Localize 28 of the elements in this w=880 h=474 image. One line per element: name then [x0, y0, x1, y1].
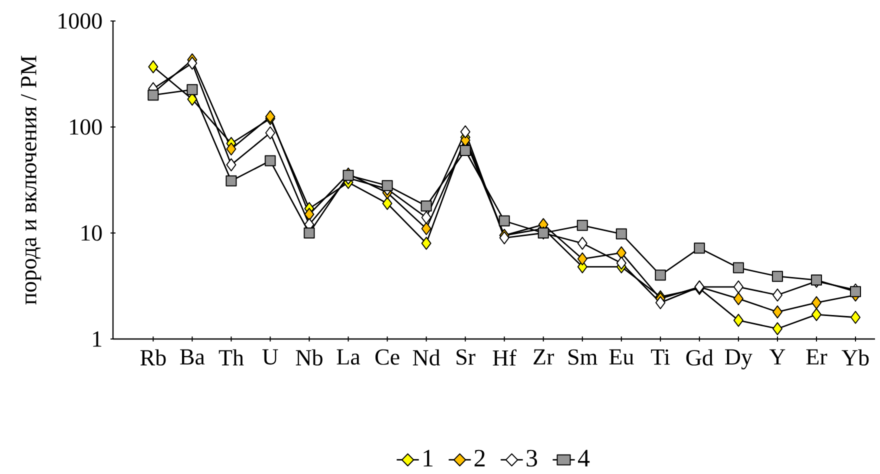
y-tick-label: 1	[93, 331, 102, 347]
legend-label: 2	[474, 450, 485, 466]
y-tick-label: 10	[82, 225, 102, 241]
x-tick-label: Th	[218, 349, 244, 366]
x-tick-label: Rb	[140, 349, 166, 366]
x-tick-label: Hf	[492, 349, 516, 366]
x-tick-label: Gd	[686, 349, 714, 366]
x-tick-label: Sr	[456, 349, 476, 365]
x-tick-label: Y	[769, 349, 786, 364]
x-tick-label: Ba	[180, 349, 205, 365]
legend-label: 4	[578, 450, 590, 466]
y-tick-label: 1000	[58, 13, 102, 29]
x-tick-label: Zr	[534, 349, 554, 364]
y-axis-title: порода и включения / PM	[21, 56, 42, 304]
x-tick-label: Nd	[412, 349, 440, 366]
x-tick-label: Ce	[375, 349, 400, 365]
legend-label: 3	[526, 450, 538, 467]
x-tick-label: Yb	[842, 349, 869, 366]
x-tick-label: Ti	[651, 349, 670, 365]
x-tick-label: Eu	[609, 349, 634, 365]
legend-label: 1	[424, 450, 433, 466]
x-tick-label: Nb	[296, 349, 322, 366]
x-tick-label: La	[336, 349, 360, 365]
x-tick-label: Dy	[725, 349, 752, 370]
y-tick-label: 100	[70, 119, 102, 135]
x-tick-label: Sm	[568, 349, 598, 365]
x-tick-label: U	[262, 349, 278, 365]
x-tick-label: Er	[806, 349, 828, 364]
